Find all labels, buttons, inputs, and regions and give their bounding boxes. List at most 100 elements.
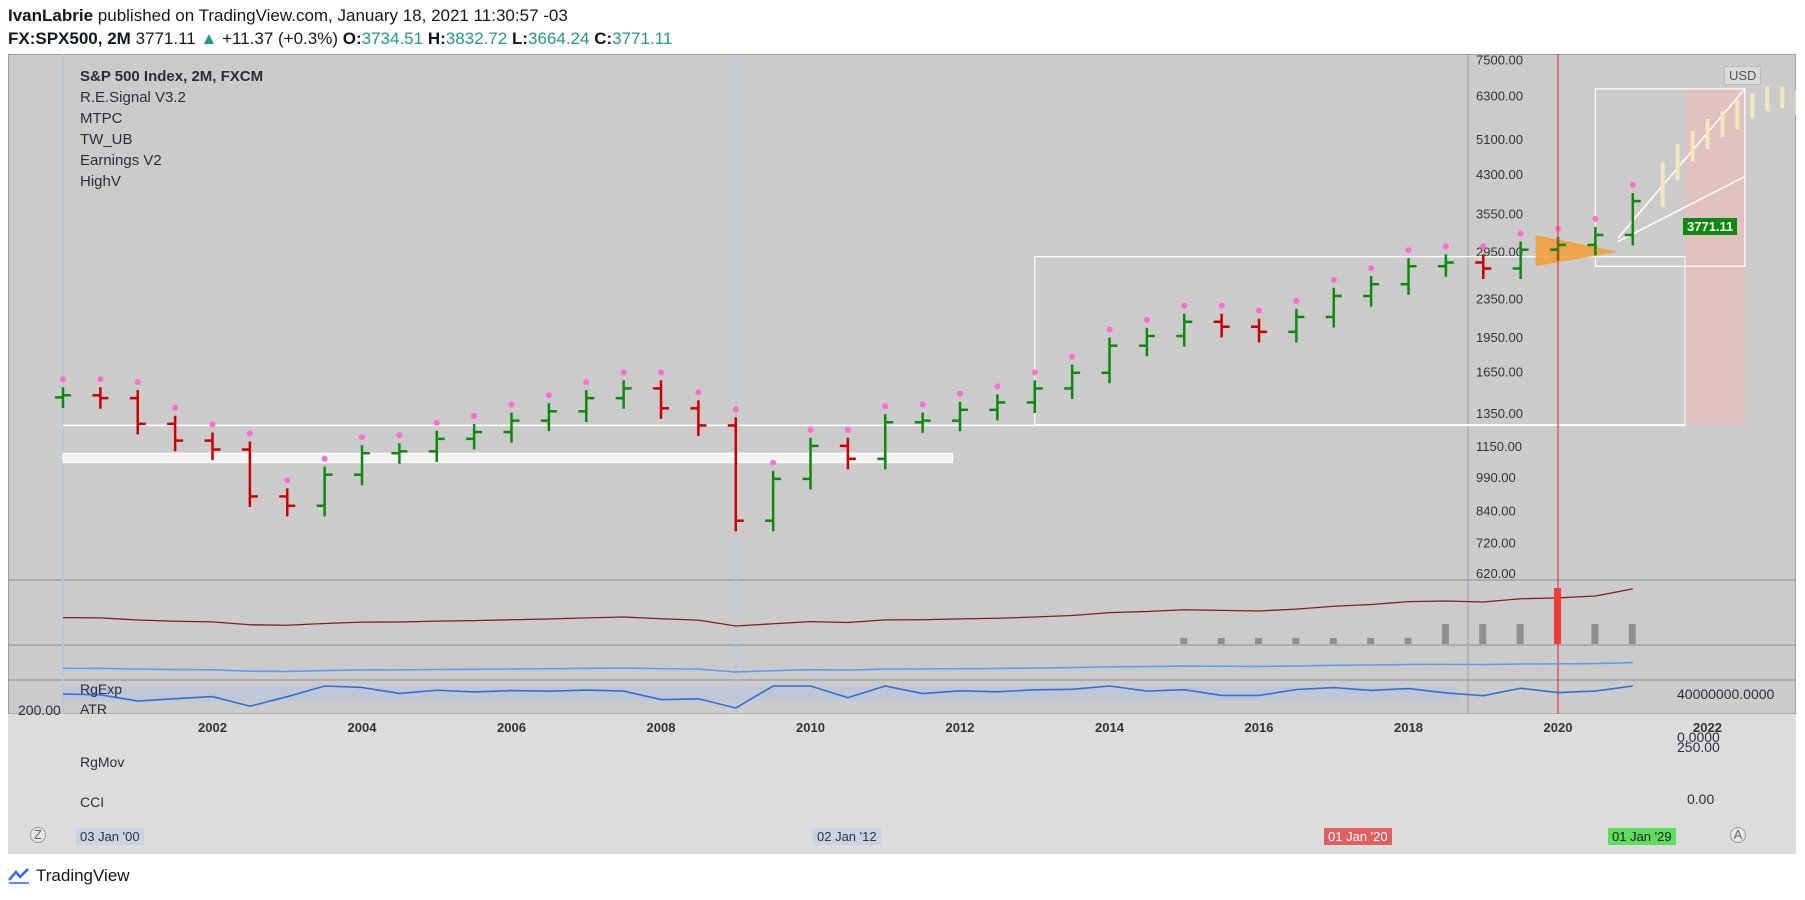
- change-value: +11.37 (+0.3%): [222, 29, 338, 48]
- projection-arrow: [1617, 175, 1746, 243]
- signal-dot: [1442, 243, 1449, 250]
- time-axis-background: [8, 714, 1796, 854]
- atr-right-tick-top: 40000000.0000: [1677, 686, 1775, 702]
- low-label: L:: [511, 29, 528, 48]
- volume-bar: [1329, 638, 1337, 644]
- rgmov-label[interactable]: RgMov: [80, 754, 125, 770]
- volume-bar: [1441, 624, 1449, 644]
- time-tag-covid: 01 Jan '20: [1324, 828, 1392, 845]
- x-tick-label: 2002: [198, 720, 227, 735]
- target-box: [1594, 88, 1746, 267]
- signal-dot: [284, 477, 291, 484]
- signal-dot: [583, 379, 590, 386]
- signal-dot: [620, 369, 627, 376]
- forecast-bar: [1720, 111, 1725, 137]
- currency-label[interactable]: USD: [1724, 66, 1762, 85]
- signal-dot: [1592, 215, 1599, 222]
- y-tick-label: 3550.00: [1476, 207, 1523, 222]
- legend-item[interactable]: HighV: [80, 173, 121, 190]
- y-tick-label: 1150.00: [1476, 439, 1522, 454]
- atr-right-tick-bottom: 0.0000: [1677, 729, 1720, 745]
- y-tick-label: 990.00: [1476, 470, 1516, 485]
- atr-line: [62, 588, 1633, 627]
- cci-right-tick: 0.00: [1687, 791, 1715, 807]
- signal-dot: [695, 389, 702, 396]
- signal-dot: [359, 434, 366, 441]
- forecast-bar: [1780, 86, 1785, 108]
- signal-dot: [1143, 316, 1150, 323]
- signal-dot: [1330, 276, 1337, 283]
- x-tick-label: 2012: [946, 720, 975, 735]
- x-tick-label: 2020: [1544, 720, 1573, 735]
- signal-dot: [1069, 353, 1076, 360]
- legend-item[interactable]: R.E.Signal V3.2: [80, 89, 186, 106]
- signal-dot: [545, 392, 552, 399]
- y-tick-label: 2350.00: [1476, 292, 1523, 307]
- legend-title[interactable]: S&P 500 Index, 2M, FXCM: [80, 68, 264, 85]
- change-arrow-icon: ▲: [200, 29, 218, 48]
- signal-dot: [1218, 302, 1225, 309]
- x-tick-label: 2010: [796, 720, 825, 735]
- y-tick-label: 2950.00: [1476, 245, 1523, 260]
- indicator-legend: S&P 500 Index, 2M, FXCM R.E.Signal V3.2 …: [80, 66, 263, 192]
- signal-dot: [1480, 243, 1487, 250]
- volume-bar: [1554, 588, 1562, 644]
- atr-left-tick: 200.00: [18, 702, 61, 718]
- forecast-bar: [1690, 130, 1695, 162]
- low-value: 3664.24: [528, 29, 590, 48]
- y-tick-label: 7500.00: [1476, 54, 1523, 67]
- signal-dot: [1517, 230, 1524, 237]
- signal-dot: [844, 426, 851, 433]
- auto-scale-button[interactable]: A: [1730, 827, 1746, 843]
- cci-label[interactable]: CCI: [80, 794, 105, 810]
- close-label: C:: [594, 29, 613, 48]
- forecast-bar: [1765, 86, 1770, 112]
- x-tick-label: 2016: [1245, 720, 1274, 735]
- signal-dot: [246, 430, 253, 437]
- y-tick-label: 620.00: [1476, 566, 1516, 581]
- high-value: 3832.72: [445, 29, 508, 48]
- forecast-bar: [1735, 100, 1740, 130]
- support-band: [62, 452, 954, 464]
- signal-dot: [882, 403, 889, 410]
- legend-item[interactable]: MTPC: [80, 110, 123, 127]
- y-tick-label: 720.00: [1476, 535, 1516, 550]
- brand-name[interactable]: TradingView: [36, 866, 130, 885]
- legend-item[interactable]: TW_UB: [80, 131, 133, 148]
- x-tick-label: 2018: [1394, 720, 1423, 735]
- signal-dot: [134, 379, 141, 386]
- publish-header: IvanLabrie published on TradingView.com,…: [8, 6, 568, 26]
- signal-dot: [770, 459, 777, 466]
- last-price: 3771.11: [135, 29, 196, 48]
- x-tick-label: 2006: [497, 720, 526, 735]
- forecast-bar: [1795, 89, 1796, 115]
- signal-dot: [97, 376, 104, 383]
- y-tick-label: 4300.00: [1476, 167, 1523, 182]
- rgmov-line: [62, 661, 1633, 673]
- open-label: O:: [342, 29, 362, 48]
- atr-label[interactable]: ATR: [80, 701, 107, 717]
- volume-bar: [1367, 638, 1375, 644]
- signal-dot: [1256, 307, 1263, 314]
- volume-bar: [1516, 624, 1524, 644]
- symbol-label: FX:SPX500, 2M: [8, 29, 131, 48]
- legend-item[interactable]: Earnings V2: [80, 152, 162, 169]
- forecast-bar: [1750, 93, 1755, 119]
- signal-dot: [396, 432, 403, 439]
- time-tag-start: 03 Jan '00: [76, 828, 144, 845]
- y-tick-label: 6300.00: [1476, 88, 1523, 103]
- volume-bar: [1292, 638, 1300, 644]
- y-tick-label: 1350.00: [1476, 406, 1523, 421]
- author-name[interactable]: IvanLabrie: [8, 6, 94, 25]
- time-tag-end: 01 Jan '29: [1608, 828, 1676, 845]
- projection-zone: [1685, 88, 1745, 425]
- high-label: H:: [427, 29, 446, 48]
- signal-dot: [807, 426, 814, 433]
- price-chart[interactable]: 7500.00 6300.00 5100.00 4300.00 3550.00 2950.…: [8, 54, 1796, 854]
- rgexp-label[interactable]: RgExp: [80, 681, 123, 697]
- zoom-button[interactable]: Z: [30, 827, 46, 843]
- signal-dot: [433, 419, 440, 426]
- signal-dot: [321, 455, 328, 462]
- open-value: 3734.51: [361, 29, 424, 48]
- signal-dot: [919, 401, 926, 408]
